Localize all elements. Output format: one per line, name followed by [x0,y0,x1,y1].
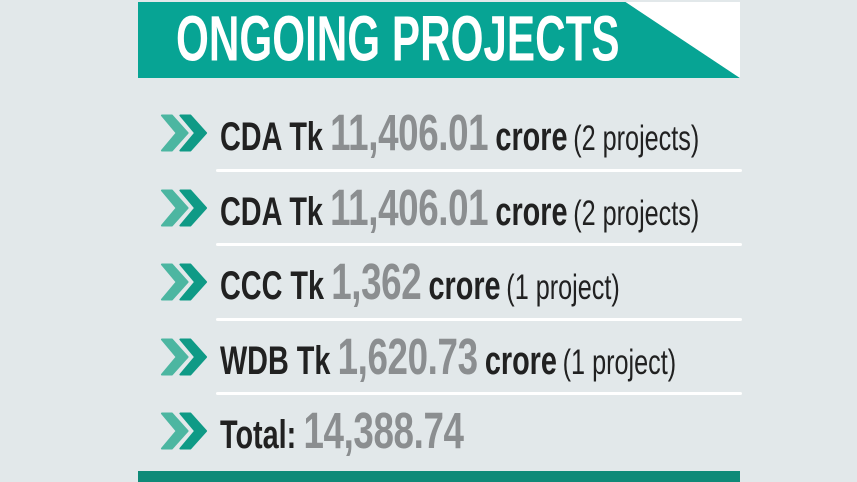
project-row: WDB Tk 1,620.73 crore (1 project) [160,320,742,395]
projects-list: CDA Tk 11,406.01 crore (2 projects) CDA Tk 1… [160,96,742,469]
org-label: CDA Tk [220,115,323,160]
project-row: CDA Tk 11,406.01 crore (2 projects) [160,171,742,246]
project-row: CCC Tk 1,362 crore (1 project) [160,245,742,321]
amount-value: 11,406.01 [330,104,489,162]
project-count-note: (1 project) [562,342,677,382]
row-text: CCC Tk 1,362 crore (1 project) [220,254,620,310]
project-count-note: (2 projects) [573,119,700,159]
row-divider [216,317,742,321]
row-text: CDA Tk 11,406.01 crore (2 projects) [220,178,700,236]
unit-label: crore [495,189,568,234]
unit-label: crore [495,115,568,160]
total-amount: 14,388.74 [303,402,464,460]
project-count-note: (1 project) [506,268,620,308]
org-label: CDA Tk [220,189,323,234]
double-chevron-icon [160,412,208,450]
double-chevron-icon [160,114,208,152]
double-chevron-icon [160,189,208,227]
page-title: ONGOING PROJECTS [176,2,620,75]
org-label: WDB Tk [220,338,331,383]
amount-value: 1,620.73 [337,327,478,385]
row-text: CDA Tk 11,406.01 crore (2 projects) [220,105,699,161]
amount-value: 11,406.01 [330,178,489,236]
total-row: Total: 14,388.74 [160,394,742,469]
bottom-bar [138,471,740,482]
row-text: WDB Tk 1,620.73 crore (1 project) [220,327,677,385]
double-chevron-icon [160,338,208,376]
amount-value: 1,362 [331,253,422,311]
unit-label: crore [428,264,501,309]
project-row: CDA Tk 11,406.01 crore (2 projects) [160,96,742,172]
row-divider [216,243,742,246]
banner-background [138,2,740,78]
row-text: Total: 14,388.74 [220,403,471,459]
unit-label: crore [484,338,557,383]
org-label: CCC Tk [220,264,325,309]
project-count-note: (2 projects) [573,193,700,233]
header-banner: ONGOING PROJECTS [138,2,740,78]
row-divider [216,392,742,395]
total-label: Total: [220,413,297,458]
row-divider [216,168,742,172]
double-chevron-icon [160,263,208,301]
